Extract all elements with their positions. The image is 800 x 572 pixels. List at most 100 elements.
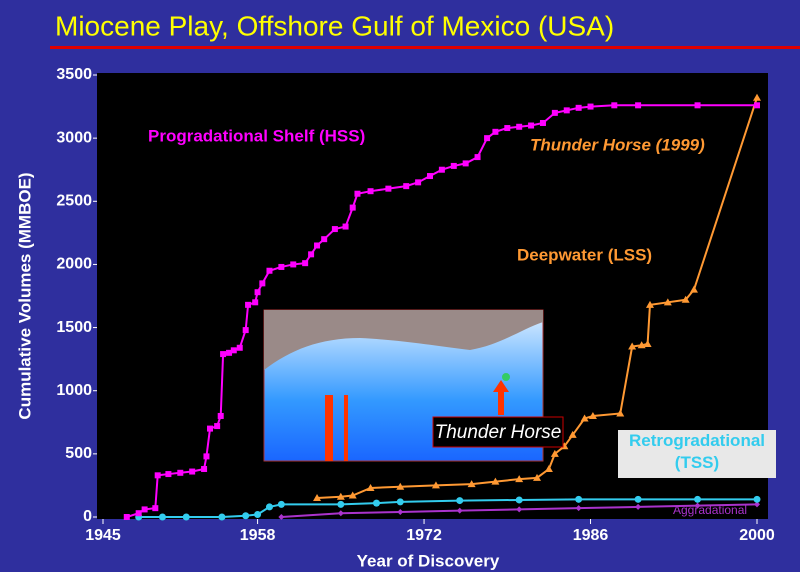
data-point <box>242 512 250 520</box>
data-point <box>331 226 338 233</box>
data-point <box>165 471 172 478</box>
data-point <box>141 506 148 513</box>
data-point <box>277 500 285 508</box>
data-point <box>587 103 594 110</box>
data-point <box>415 179 422 186</box>
data-point <box>575 505 582 512</box>
data-point <box>467 480 476 488</box>
data-point <box>308 251 315 258</box>
data-point <box>302 260 309 267</box>
data-point <box>563 107 570 114</box>
data-point <box>694 495 702 503</box>
data-point <box>182 513 190 521</box>
data-point <box>754 501 760 508</box>
data-point <box>533 473 542 481</box>
data-point <box>396 498 404 506</box>
data-point <box>217 412 224 419</box>
data-point <box>259 280 266 287</box>
data-point <box>611 102 618 109</box>
data-point <box>616 409 625 417</box>
data-point <box>158 513 166 521</box>
x-tick-label: 2000 <box>739 527 775 544</box>
data-point <box>643 339 652 347</box>
data-point <box>456 497 464 505</box>
x-tick-label: 1972 <box>406 527 442 544</box>
data-point <box>474 154 481 161</box>
data-point <box>637 341 646 349</box>
data-point <box>314 242 321 249</box>
label-box <box>618 430 776 478</box>
data-point <box>254 289 261 296</box>
data-point <box>403 183 410 190</box>
data-point <box>635 503 642 510</box>
y-tick-label: 500 <box>65 445 92 462</box>
data-point <box>203 453 210 460</box>
data-point <box>628 342 637 350</box>
data-point <box>337 510 344 517</box>
map-field <box>502 373 510 381</box>
annotation: Thunder Horse (1999) <box>530 135 705 154</box>
data-point <box>516 506 523 513</box>
data-point <box>201 466 208 473</box>
y-tick-label: 0 <box>83 508 92 525</box>
data-point <box>754 102 760 109</box>
data-point <box>290 261 297 268</box>
y-tick-label: 2500 <box>56 193 92 210</box>
data-point <box>278 263 285 270</box>
data-point <box>568 430 577 438</box>
data-point <box>372 499 380 507</box>
data-point <box>245 301 252 308</box>
title-rule <box>50 46 800 49</box>
data-point <box>220 351 227 358</box>
data-point <box>230 347 237 354</box>
series-label: Retrogradational (TSS) <box>629 431 765 472</box>
data-point <box>226 349 233 356</box>
data-point <box>635 102 642 109</box>
data-point <box>516 123 523 130</box>
data-point <box>354 190 361 197</box>
data-point <box>349 204 356 211</box>
data-point <box>135 510 142 517</box>
data-point <box>528 122 535 129</box>
map-block <box>344 395 348 461</box>
data-point <box>580 414 589 422</box>
data-point <box>367 188 374 195</box>
data-point <box>366 483 375 491</box>
y-tick-label: 1500 <box>56 319 92 336</box>
data-point <box>450 162 457 169</box>
x-tick-label: 1958 <box>240 527 276 544</box>
data-point <box>214 423 221 430</box>
data-point <box>278 514 285 520</box>
series-label: Aggradational <box>673 503 747 517</box>
x-axis-label: Year of Discovery <box>357 551 500 570</box>
data-point <box>484 135 491 142</box>
data-point <box>575 104 582 111</box>
data-point <box>694 502 701 509</box>
data-point <box>539 119 546 126</box>
data-point <box>342 223 349 230</box>
data-point <box>265 503 273 511</box>
data-point <box>753 93 761 101</box>
data-point <box>336 492 345 500</box>
data-point <box>427 173 433 180</box>
series-label: Progradational Shelf (HSS) <box>148 126 365 145</box>
data-point <box>218 513 226 521</box>
data-point <box>681 295 690 303</box>
data-point <box>689 285 698 293</box>
data-point <box>266 267 273 274</box>
data-point <box>396 482 405 490</box>
data-point <box>575 495 583 503</box>
map-arrow <box>493 380 509 415</box>
data-point <box>462 160 469 167</box>
y-axis-label: Cumulative Volumes (MMBOE) <box>15 172 34 419</box>
data-point <box>313 494 322 502</box>
data-point <box>544 465 553 473</box>
data-point <box>491 477 500 485</box>
map-label: Thunder Horse <box>435 422 562 443</box>
data-point <box>515 475 524 483</box>
data-point <box>177 469 184 476</box>
data-point <box>551 109 558 116</box>
data-point <box>385 185 392 192</box>
data-point <box>456 507 463 514</box>
inset-map: Thunder Horse <box>263 309 564 462</box>
